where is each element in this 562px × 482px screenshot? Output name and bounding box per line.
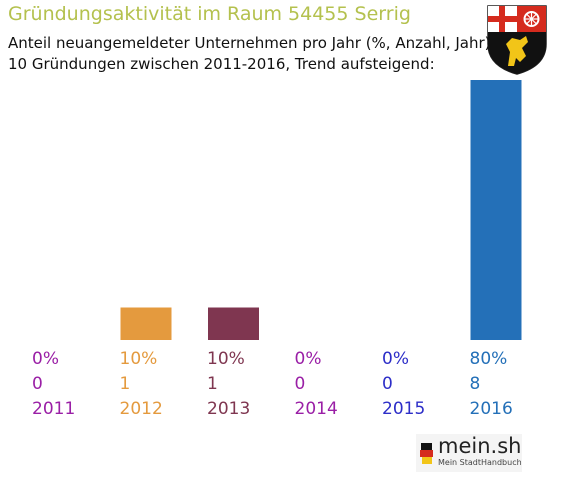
count-label-2015: 0 [382,374,393,394]
bar-2016 [470,80,522,340]
count-label-2016: 8 [470,374,481,394]
percent-label-2016: 80% [470,349,508,369]
chart-subtitle: Anteil neuangemeldeter Unternehmen pro J… [8,34,491,52]
year-label-2015: 2015 [382,399,425,419]
bar-2012 [120,307,172,340]
count-label-2013: 1 [207,374,218,394]
year-label-2011: 2011 [32,399,75,419]
percent-label-2014: 0% [295,349,322,369]
chart-title: Gründungsaktivität im Raum 54455 Serrig [8,3,411,25]
percent-label-2013: 10% [207,349,245,369]
year-label-2016: 2016 [470,399,513,419]
year-label-2013: 2013 [207,399,250,419]
year-label-2014: 2014 [295,399,338,419]
count-label-2011: 0 [32,374,43,394]
logo-subtext: Mein StadtHandbuch [438,458,522,467]
chart-summary: 10 Gründungen zwischen 2011-2016, Trend … [8,55,435,73]
coat-of-arms-icon [487,5,547,75]
bar-2013 [208,307,259,340]
count-label-2012: 1 [120,374,131,394]
percent-label-2012: 10% [120,349,158,369]
percent-label-2015: 0% [382,349,409,369]
percent-label-2011: 0% [32,349,59,369]
germany-map-icon [420,443,433,464]
count-label-2014: 0 [295,374,306,394]
mein-sh-logo[interactable]: mein.sh Mein StadtHandbuch [416,434,522,472]
logo-text: mein.sh [438,434,522,458]
year-label-2012: 2012 [120,399,163,419]
